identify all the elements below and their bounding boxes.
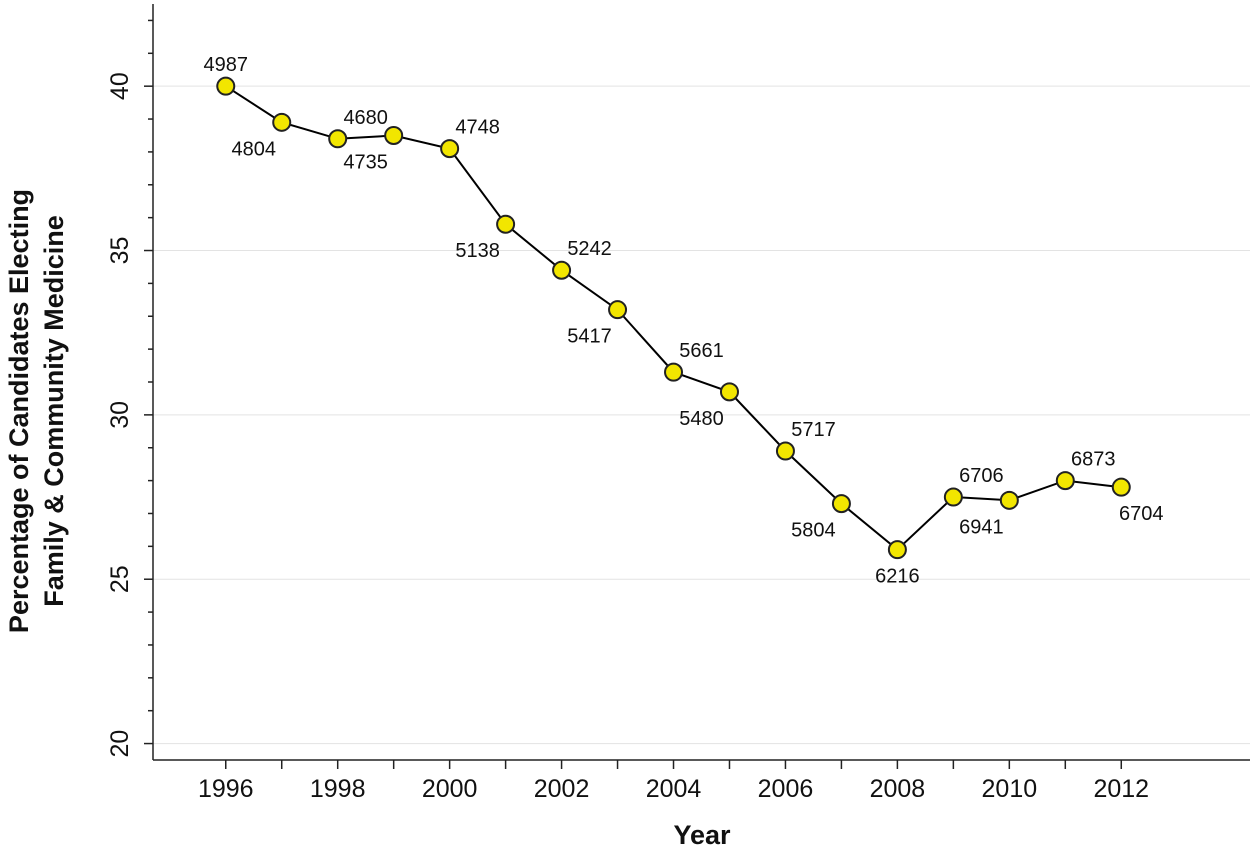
data-point <box>1055 471 1075 491</box>
y-tick-label: 40 <box>106 72 134 100</box>
x-tick-label: 2010 <box>982 775 1038 803</box>
data-label: 6706 <box>959 465 1004 487</box>
data-label: 5661 <box>679 340 724 362</box>
data-label: 5417 <box>567 326 612 348</box>
data-point <box>999 490 1019 510</box>
y-tick-label: 30 <box>106 401 134 429</box>
x-tick-label: 2012 <box>1093 775 1149 803</box>
data-point <box>719 382 739 402</box>
y-axis-title: Percentage of Candidates Electing <box>4 189 34 633</box>
data-point <box>887 540 907 560</box>
x-axis-title: Year <box>673 820 731 850</box>
data-label: 6873 <box>1071 449 1116 471</box>
data-point <box>1111 477 1131 497</box>
x-tick-label: 2002 <box>534 775 590 803</box>
data-point <box>775 441 795 461</box>
data-labels: 4987 4804 4680 4735 4748 5138 5242 5417 5661 5480… <box>204 54 1164 587</box>
data-label: 5242 <box>567 238 612 260</box>
data-label: 5138 <box>455 240 500 262</box>
data-label: 6941 <box>959 516 1004 538</box>
data-point <box>272 112 292 132</box>
data-label: 4680 <box>343 107 388 129</box>
x-tick-label: 2006 <box>758 775 814 803</box>
x-tick-label: 2000 <box>422 775 478 803</box>
y-tick-label: 25 <box>106 565 134 593</box>
data-label: 6704 <box>1119 503 1164 525</box>
data-label: 4748 <box>455 117 500 139</box>
data-point <box>440 139 460 159</box>
y-ticks: 20 25 30 35 40 <box>106 19 153 758</box>
data-label: 5480 <box>679 408 724 430</box>
data-point <box>216 76 236 96</box>
y-axis-title-line2: Family & Community Medicine <box>39 215 69 607</box>
data-point <box>943 487 963 507</box>
data-point <box>328 129 348 149</box>
y-tick-label: 20 <box>106 730 134 758</box>
data-point <box>496 214 516 234</box>
data-point <box>552 260 572 280</box>
series <box>216 76 1131 560</box>
data-label: 4804 <box>231 138 276 160</box>
data-label: 5804 <box>791 520 836 542</box>
x-tick-label: 1998 <box>310 775 366 803</box>
grid-lines <box>153 85 1250 745</box>
data-point <box>608 300 628 320</box>
x-tick-label: 2004 <box>646 775 702 803</box>
y-axis-title-2: Family & Community Medicine <box>39 215 69 607</box>
x-tick-label: 2008 <box>870 775 926 803</box>
data-label: 5717 <box>791 419 836 441</box>
y-axis-title-line1: Percentage of Candidates Electing <box>4 189 34 633</box>
data-point <box>664 362 684 382</box>
y-tick-label: 35 <box>106 237 134 265</box>
data-point <box>831 494 851 514</box>
x-tick-label: 1996 <box>198 775 254 803</box>
x-ticks: 1996 1998 2000 2002 2004 2006 2008 2010 2012 <box>198 760 1149 803</box>
data-point <box>384 125 404 145</box>
data-label: 4987 <box>204 54 249 76</box>
data-label: 4735 <box>343 151 388 173</box>
data-label: 6216 <box>875 566 920 588</box>
